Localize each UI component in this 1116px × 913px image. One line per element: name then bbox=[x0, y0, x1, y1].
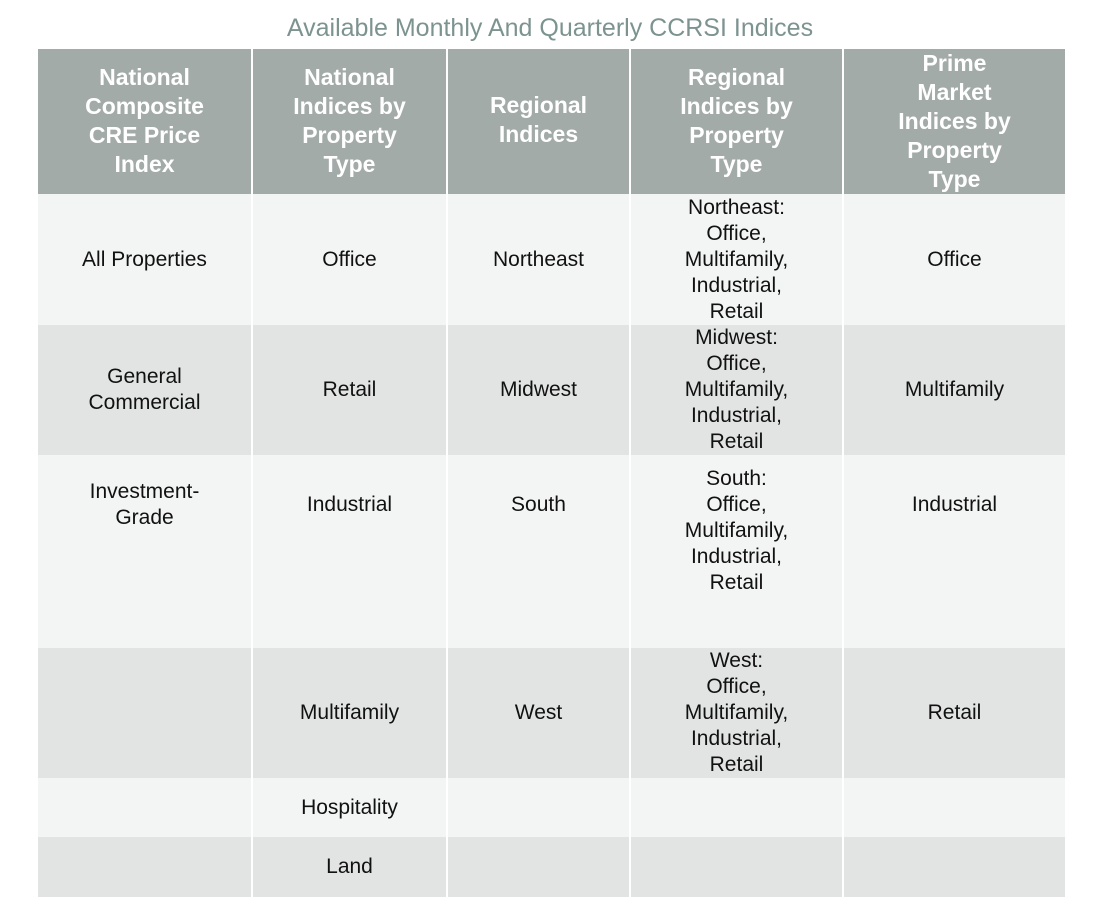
table-cell: All Properties bbox=[82, 247, 207, 271]
header-label: Regional Indices bbox=[489, 92, 588, 147]
header-label: National Composite CRE Price Index bbox=[85, 64, 204, 177]
table-row: Investment- Grade Industrial South South… bbox=[36, 455, 1067, 648]
table-cell: South bbox=[511, 493, 566, 516]
header-prime-market: Prime Market Indices by Property Type bbox=[842, 49, 1067, 194]
table-cell: Industrial bbox=[911, 493, 998, 516]
header-national-composite: National Composite CRE Price Index bbox=[36, 49, 253, 194]
table-cell: West: Office, Multifamily, Industrial, R… bbox=[684, 649, 789, 776]
header-national-property-type: National Indices by Property Type bbox=[251, 49, 448, 194]
table-cell: General Commercial bbox=[88, 365, 201, 414]
indices-table: National Composite CRE Price Index Natio… bbox=[36, 49, 1067, 897]
header-label: Regional Indices by Property Type bbox=[680, 64, 793, 177]
table-row: Land bbox=[36, 837, 1067, 897]
header-label: National Indices by Property Type bbox=[293, 64, 406, 177]
table-cell: Multifamily bbox=[904, 378, 1005, 401]
table-cell: Investment- Grade bbox=[89, 480, 200, 529]
table-cell: Land bbox=[326, 855, 373, 878]
header-regional: Regional Indices bbox=[446, 49, 631, 194]
table-cell: West bbox=[514, 701, 563, 724]
table-row: Multifamily West West: Office, Multifami… bbox=[36, 648, 1067, 778]
table-row: Hospitality bbox=[36, 778, 1067, 837]
table-row: All Properties Office Northeast Northeas… bbox=[36, 194, 1067, 325]
table-cell: Industrial bbox=[306, 493, 393, 516]
table-cell: South: Office, Multifamily, Industrial, … bbox=[684, 467, 789, 594]
table-row: General Commercial Retail Midwest Midwes… bbox=[36, 325, 1067, 455]
table-cell: Retail bbox=[322, 378, 377, 401]
table-cell: Retail bbox=[927, 701, 982, 724]
table-cell: Hospitality bbox=[301, 795, 398, 819]
header-label: Prime Market Indices by Property Type bbox=[898, 50, 1011, 192]
table-cell: Midwest: Office, Multifamily, Industrial… bbox=[684, 326, 789, 453]
table-cell: Multifamily bbox=[299, 701, 400, 724]
table-cell: Northeast bbox=[492, 247, 585, 271]
table-cell: Midwest bbox=[499, 378, 578, 401]
header-row: National Composite CRE Price Index Natio… bbox=[36, 49, 1067, 194]
header-regional-property-type: Regional Indices by Property Type bbox=[629, 49, 844, 194]
table-cell: Northeast: Office, Multifamily, Industri… bbox=[684, 195, 789, 323]
table-cell: Office bbox=[322, 247, 377, 271]
page-title: Available Monthly And Quarterly CCRSI In… bbox=[286, 14, 814, 42]
table-cell: Office bbox=[927, 247, 982, 271]
